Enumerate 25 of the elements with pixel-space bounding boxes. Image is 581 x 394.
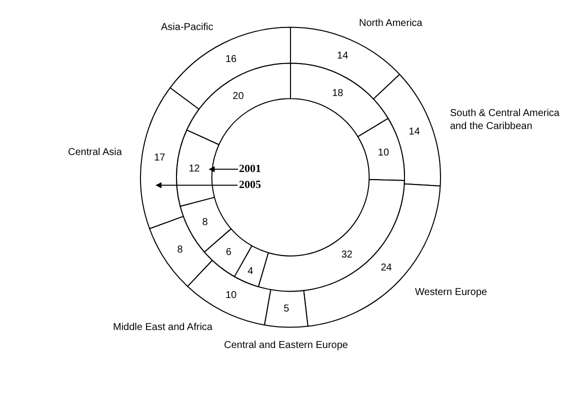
slice-label: South & Central America and the Caribbean [450, 108, 560, 132]
slice-label: Western Europe [415, 287, 488, 298]
data-label: 17 [154, 152, 166, 164]
slice-label: North America [359, 18, 423, 29]
data-label: 4 [248, 266, 254, 278]
data-label: 18 [332, 88, 344, 99]
data-label: 12 [188, 164, 200, 175]
slice-label: Middle East and Africa [113, 322, 213, 333]
data-label: 24 [380, 262, 392, 274]
data-label: 16 [225, 54, 238, 65]
slice-label: Central Asia [68, 147, 122, 158]
data-label: 8 [177, 244, 184, 256]
slice-label: Asia-Pacific [161, 22, 214, 33]
legend-label: 2001 [239, 163, 261, 175]
data-label: 5 [284, 304, 290, 315]
data-label: 20 [232, 90, 244, 102]
data-label: 6 [226, 247, 232, 258]
data-label: 10 [225, 290, 238, 301]
data-label: 8 [202, 216, 208, 228]
data-label: 10 [378, 147, 390, 158]
data-label: 32 [341, 250, 353, 261]
data-label: 14 [337, 50, 349, 62]
data-label: 14 [408, 126, 420, 138]
slice-label: 2005 [239, 179, 262, 191]
slice-label: Central and Eastern Europe [224, 340, 348, 351]
